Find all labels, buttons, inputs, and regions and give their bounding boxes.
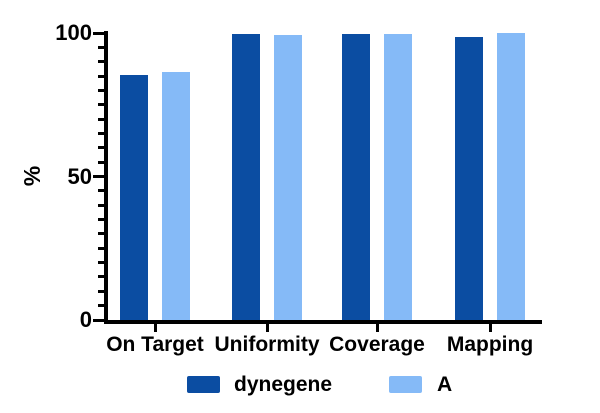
bar-a-0 (162, 72, 190, 320)
bar-dynegene-3 (455, 36, 483, 320)
y-minor-tick (98, 275, 106, 279)
y-minor-tick (98, 160, 106, 164)
y-minor-tick (98, 103, 106, 107)
y-minor-tick (98, 218, 106, 222)
y-minor-tick (98, 304, 106, 308)
bar-a-1 (274, 35, 302, 320)
bar-a-3 (497, 33, 525, 320)
y-axis (104, 31, 108, 323)
y-minor-tick (98, 117, 106, 121)
y-minor-tick (98, 88, 106, 92)
bar-dynegene-2 (342, 33, 370, 320)
y-tick-label: 0 (79, 307, 92, 332)
bar-a-2 (384, 34, 412, 320)
bar-dynegene-0 (120, 74, 148, 320)
legend-label-dynegene: dynegene (234, 373, 333, 396)
legend-label-a: A (437, 373, 453, 396)
y-major-tick (93, 318, 106, 322)
x-tick (375, 324, 379, 332)
bar-dynegene-1 (232, 34, 260, 320)
category-label: Coverage (329, 333, 425, 356)
y-minor-tick (98, 203, 106, 207)
y-minor-tick (98, 146, 106, 150)
category-label: Uniformity (214, 333, 320, 356)
y-minor-tick (98, 45, 106, 49)
category-label: On Target (106, 333, 204, 356)
y-minor-tick (98, 74, 106, 78)
y-minor-tick (98, 189, 106, 193)
legend-swatch-a (389, 376, 422, 393)
y-minor-tick (98, 261, 106, 265)
x-tick (488, 324, 492, 332)
x-axis (104, 320, 542, 324)
y-minor-tick (98, 246, 106, 250)
y-minor-tick (98, 289, 106, 293)
y-minor-tick (98, 60, 106, 64)
legend-swatch-dynegene (187, 376, 220, 393)
y-tick-label: 50 (67, 163, 92, 189)
x-tick (265, 324, 269, 332)
x-tick (153, 324, 157, 332)
y-major-tick (93, 31, 106, 35)
y-major-tick (93, 175, 106, 178)
category-label: Mapping (446, 333, 534, 356)
y-tick-label: 100 (55, 20, 92, 45)
y-minor-tick (98, 131, 106, 135)
y-minor-tick (98, 232, 106, 236)
